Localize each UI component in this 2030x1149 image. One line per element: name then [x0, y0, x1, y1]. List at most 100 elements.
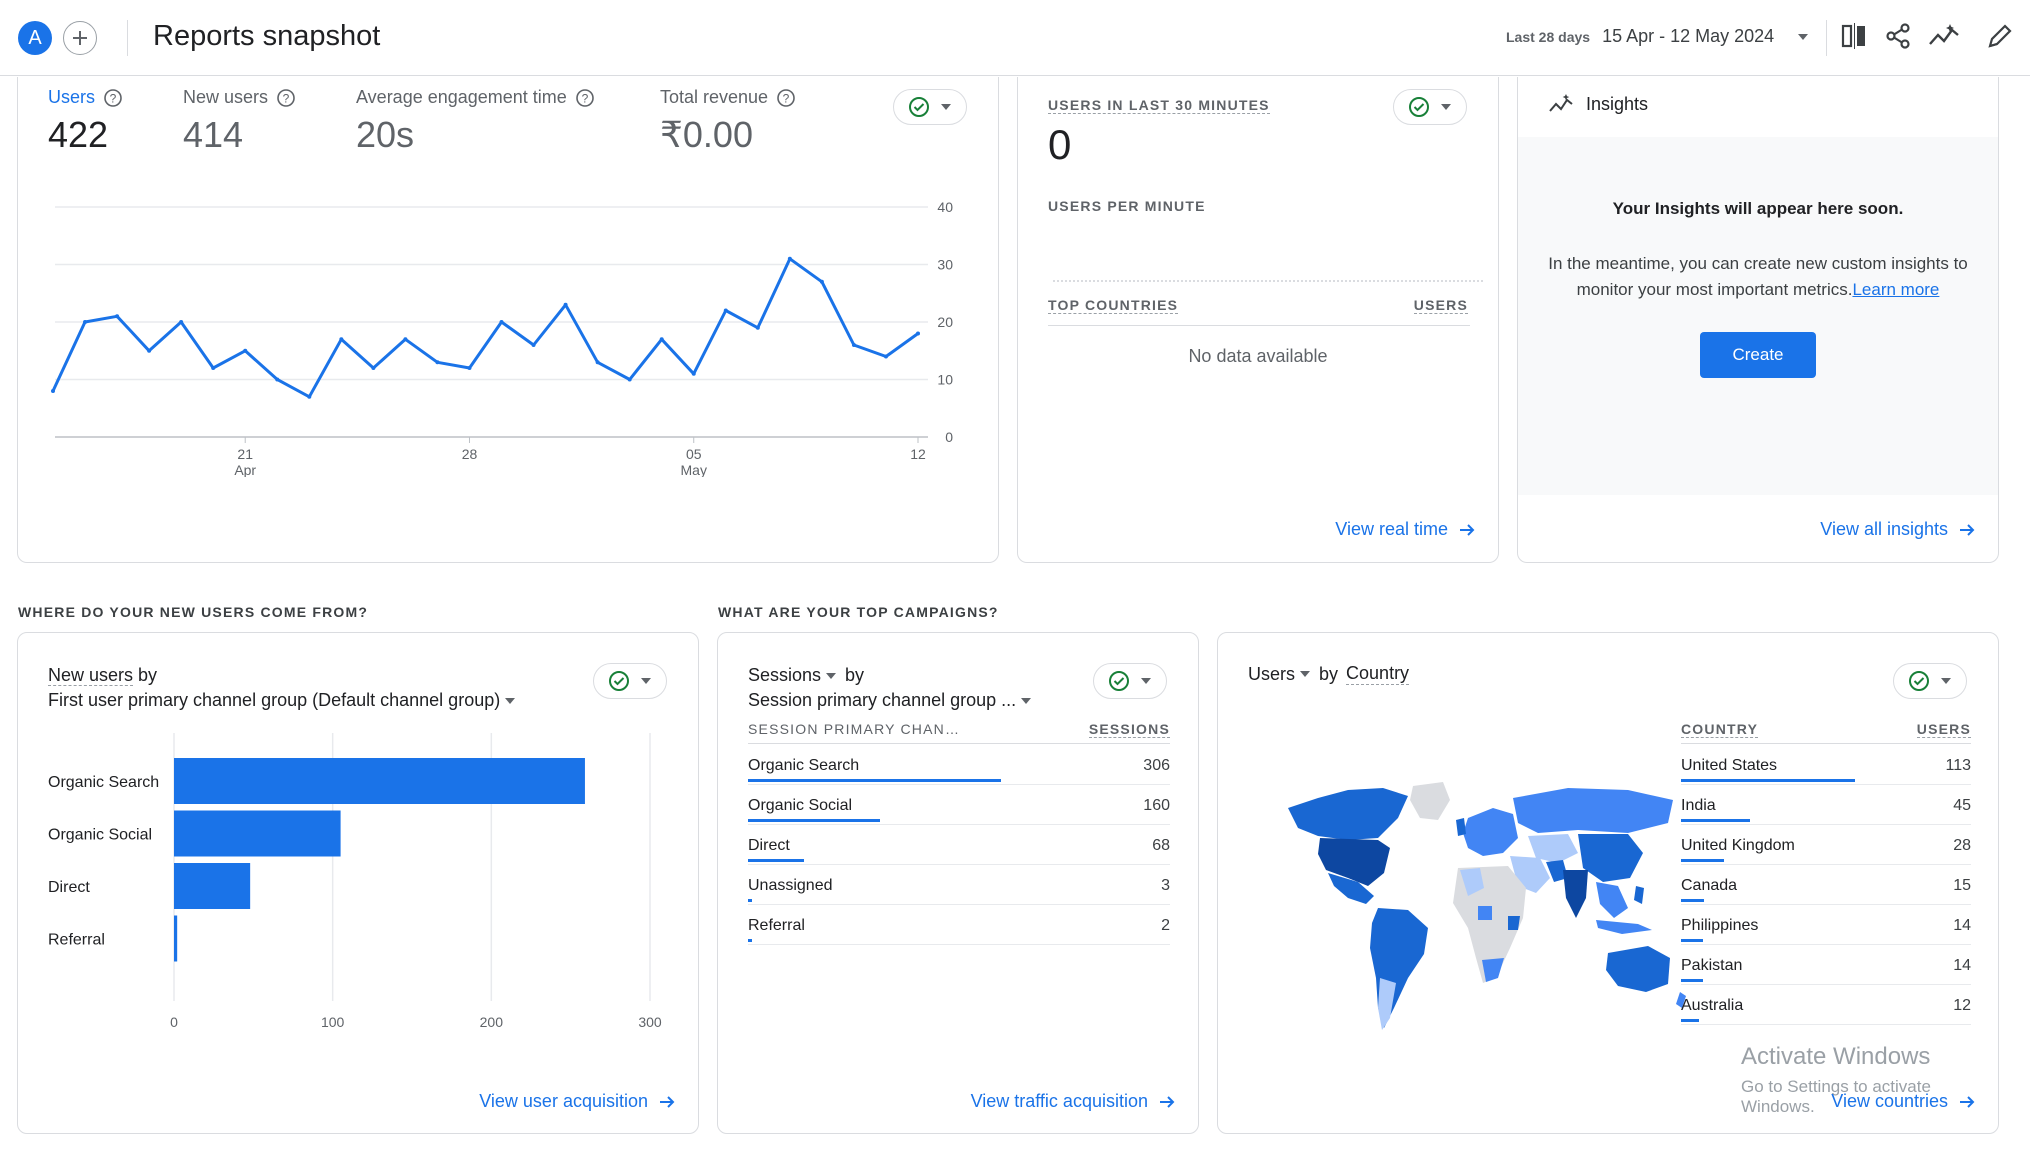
metric-tab-users[interactable]: Users ? 422	[48, 87, 123, 156]
learn-more-link[interactable]: Learn more	[1852, 280, 1940, 299]
help-icon[interactable]: ?	[103, 88, 123, 108]
insights-header: Insights	[1548, 93, 1648, 115]
map-region-russia	[1513, 788, 1673, 833]
insights-sparkle-icon	[1549, 94, 1573, 112]
status-check-dropdown[interactable]	[1093, 663, 1167, 699]
page-title: Reports snapshot	[153, 20, 381, 52]
map-region-united-kingdom	[1456, 818, 1466, 836]
caret-down-icon	[641, 678, 651, 684]
metric-tab-engagement-time[interactable]: Average engagement time ? 20s	[356, 87, 595, 156]
share-icon[interactable]	[1884, 22, 1912, 50]
arrow-right-icon	[1460, 523, 1475, 536]
x-tick-day: 12	[910, 446, 926, 462]
data-point	[595, 360, 600, 365]
svg-text:?: ?	[110, 91, 117, 105]
metric-selector[interactable]: New users	[48, 665, 134, 686]
sessions-channel-card: Sessions by Session primary channel grou…	[717, 632, 1199, 1134]
insights-sparkle-icon[interactable]	[1928, 22, 1960, 50]
status-check-dropdown[interactable]	[1893, 663, 1967, 699]
map-region-china	[1578, 834, 1643, 882]
bar-referral[interactable]	[174, 915, 178, 962]
row-value: 45	[1953, 797, 1971, 814]
row-label: Organic Search	[748, 757, 860, 774]
view-real-time-link[interactable]: View real time	[1335, 519, 1476, 540]
x-tick-month: May	[681, 462, 707, 477]
data-point	[531, 343, 536, 347]
watermark-subtitle: Go to Settings to activate Windows.	[1741, 1077, 1931, 1116]
add-comparison-button[interactable]	[63, 21, 97, 55]
category-label: Organic Search	[48, 774, 159, 791]
caret-down-icon	[826, 672, 837, 679]
insights-body-text: In the meantime, you can create new cust…	[1548, 254, 1968, 299]
users-per-minute-label: USERS PER MINUTE	[1048, 198, 1206, 214]
row-label: Canada	[1681, 877, 1738, 894]
y-tick-label: 20	[937, 314, 953, 330]
status-check-dropdown[interactable]	[593, 663, 667, 699]
create-insight-button[interactable]: Create	[1700, 332, 1816, 378]
edit-pencil-icon[interactable]	[1986, 22, 2014, 50]
view-countries-link[interactable]: View countries	[1831, 1091, 1976, 1112]
data-point	[243, 348, 248, 353]
x-tick-month: Apr	[234, 462, 256, 477]
card-title: New users by First user primary channel …	[48, 663, 516, 713]
metric-tab-new-users[interactable]: New users ? 414	[183, 87, 296, 156]
card-title: Users by Country	[1248, 663, 1410, 685]
check-circle-icon	[1909, 671, 1929, 691]
bar-organic-social[interactable]	[174, 810, 341, 857]
view-traffic-acquisition-link[interactable]: View traffic acquisition	[971, 1091, 1176, 1112]
compare-icon[interactable]	[1840, 22, 1868, 50]
top-bar: A Reports snapshot Last 28 days 15 Apr -…	[0, 0, 2030, 76]
dimension-selector[interactable]: Country	[1346, 663, 1410, 685]
users-col-header: USERS	[1413, 297, 1468, 314]
date-range-picker[interactable]: Last 28 days 15 Apr - 12 May 2024	[1506, 26, 1810, 47]
arrow-right-icon	[1160, 1095, 1175, 1108]
map-region-new-zealand	[1676, 992, 1686, 1008]
row-value: 306	[1143, 757, 1170, 774]
data-point	[467, 366, 472, 370]
status-check-dropdown[interactable]	[893, 89, 967, 125]
insights-card: Insights Your Insights will appear here …	[1517, 77, 1999, 563]
bar-direct[interactable]	[174, 863, 251, 909]
status-check-dropdown[interactable]	[1393, 89, 1467, 125]
map-region-nigeria	[1478, 906, 1492, 920]
metric-tab-total-revenue[interactable]: Total revenue ? ₹0.00	[660, 87, 796, 156]
dimension-selector[interactable]: First user primary channel group (Defaul…	[48, 688, 516, 713]
view-user-acquisition-link[interactable]: View user acquisition	[479, 1091, 676, 1112]
data-point	[851, 343, 856, 347]
row-value: 2	[1161, 917, 1170, 934]
check-circle-icon	[609, 671, 629, 691]
row-label: Referral	[748, 917, 805, 934]
help-icon[interactable]: ?	[276, 88, 296, 108]
card-title: Sessions by Session primary channel grou…	[748, 663, 1032, 713]
caret-down-icon	[505, 697, 516, 704]
dimension-selector[interactable]: Session primary channel group ...	[748, 688, 1032, 713]
dimension-label: Session primary channel group ...	[748, 690, 1017, 710]
data-point	[883, 354, 888, 359]
metric-selector[interactable]: Sessions	[748, 665, 822, 685]
col-header-country: COUNTRY	[1681, 721, 1759, 738]
share-bar	[1681, 979, 1703, 982]
y-tick-label: 10	[937, 372, 953, 388]
arrow-right-icon	[1960, 1095, 1975, 1108]
x-tick-label: 100	[321, 1014, 345, 1030]
map-region-united-states	[1318, 838, 1390, 886]
data-point	[723, 308, 728, 313]
share-bar	[1681, 1019, 1700, 1022]
x-tick-day: 05	[686, 446, 702, 462]
data-point	[371, 366, 376, 370]
col-header-dimension: SESSION PRIMARY CHAN…	[748, 721, 961, 737]
metric-selector[interactable]: Users	[1248, 663, 1296, 684]
bar-organic-search[interactable]	[174, 758, 585, 804]
help-icon[interactable]: ?	[575, 88, 595, 108]
map-region-india	[1563, 870, 1588, 918]
help-icon[interactable]: ?	[776, 88, 796, 108]
insights-heading: Your Insights will appear here soon.	[1612, 199, 1904, 218]
x-tick-day: 28	[462, 446, 478, 462]
dimension-label: First user primary channel group (Defaul…	[48, 690, 501, 710]
insights-body: In the meantime, you can create new cust…	[1548, 251, 1968, 303]
metric-value: 422	[48, 114, 109, 155]
y-tick-label: 30	[937, 257, 953, 273]
avatar[interactable]: A	[18, 21, 52, 55]
category-label: Organic Social	[48, 827, 152, 844]
view-all-insights-link[interactable]: View all insights	[1820, 519, 1976, 540]
